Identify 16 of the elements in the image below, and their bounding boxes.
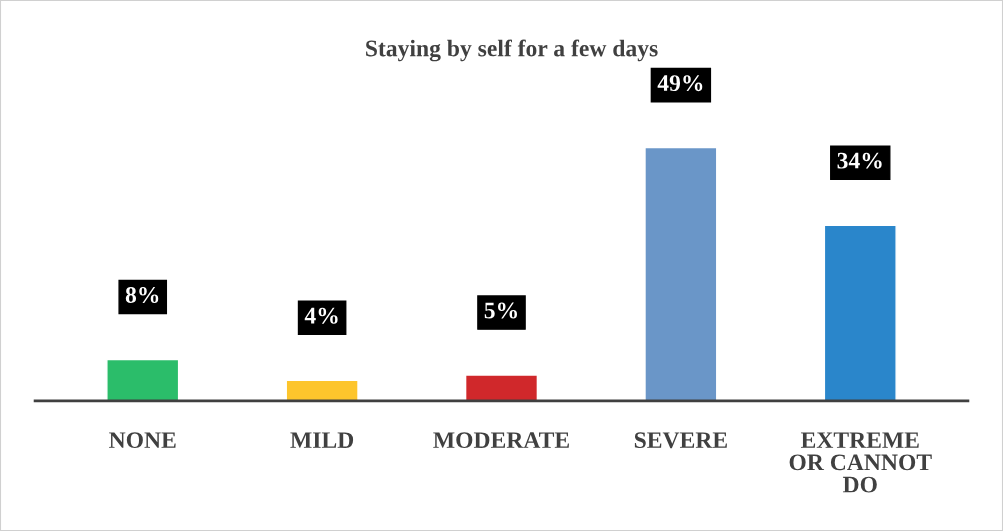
x-tick-label: SEVERE <box>634 432 727 449</box>
bar <box>285 379 359 401</box>
data-label: 5% <box>484 302 517 319</box>
x-tick-label: EXTREME OR CANNOT DO <box>789 432 932 493</box>
data-label: 49% <box>657 75 703 92</box>
data-label: 8% <box>125 287 159 304</box>
data-label: 4% <box>304 307 338 324</box>
data-label: 34% <box>837 152 882 169</box>
x-tick-label: MILD <box>290 432 354 448</box>
x-tick-label: MODERATE <box>433 432 569 449</box>
bar <box>644 146 718 401</box>
x-tick-label: NONE <box>109 432 176 449</box>
bar <box>106 358 180 401</box>
bar <box>464 374 539 401</box>
bar <box>823 224 897 401</box>
chart-title: Staying by self for a few days <box>366 39 658 62</box>
